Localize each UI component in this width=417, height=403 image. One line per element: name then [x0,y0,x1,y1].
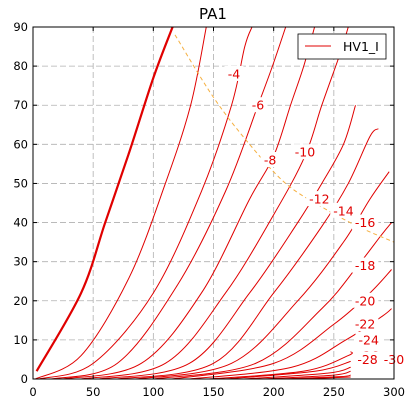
plate-curve-neg12 [99,105,356,379]
curve-label-bg [248,97,268,113]
y-tick-label: 20 [13,294,28,308]
legend-label: HV1_I [343,39,379,54]
curve-label-text: -28 [357,352,377,367]
curve-labels: -4-6-8-10-12-14-16-18-20-22-24-26-28-30 [224,65,408,367]
y-tick-label: 50 [13,176,28,190]
curve-label-text: -10 [295,145,315,160]
curve-label-text: -8 [264,152,277,167]
plate-curve-neg18 [153,222,392,379]
x-tick-label: 50 [86,385,101,399]
curve-label: -8 [260,151,280,167]
curve-label-bg [351,214,379,230]
curve-label: -20 [351,292,379,308]
curve-label-text: -20 [355,293,375,308]
plate-curve-neg20 [171,269,392,379]
load-line-layer [174,34,394,243]
load-line [174,34,394,243]
curve-label: -12 [306,191,333,207]
plate-curve-neg4 [38,27,253,379]
plate-curve-0 [35,27,174,372]
y-tick-label: 90 [13,20,28,34]
curve-label-bg [260,151,280,167]
plate-curve-neg28 [243,366,351,379]
curve-label: -14 [330,202,357,218]
curve-label-bg [291,144,319,160]
x-tick-label: 0 [29,385,36,399]
curve-label-bg [351,257,379,273]
plate-curve-neg32 [279,374,351,379]
curve-label-bg [224,65,244,81]
curve-label: -6 [248,97,268,113]
y-tick-label: 80 [13,59,28,73]
y-tick-label: 30 [13,255,28,269]
curve-label-bg [351,292,379,308]
curve-label: -28 [354,351,381,367]
plate-curve-neg2 [35,27,207,379]
x-tick-label: 150 [203,385,225,399]
curve-label: -16 [351,214,379,230]
curve-label: -24 [355,331,382,347]
plate-curve-neg24 [207,351,353,379]
curve-label: -4 [224,65,244,81]
axis-ticks: 0 50 100 150 200 250 300 0 10 20 30 40 50 60 70 80 90 [13,20,405,399]
plate-curve-neg8 [62,27,316,379]
y-tick-label: 0 [21,372,28,386]
plate-curve-neg26 [225,360,351,379]
plate-curve-neg6 [50,27,287,379]
curve-label-text: -24 [359,332,379,347]
curve-label-text: -14 [333,203,353,218]
x-tick-label: 250 [323,385,345,399]
curve-label-bg [306,191,333,207]
y-tick-label: 40 [13,216,28,230]
curve-label-text: -6 [252,98,265,113]
plate-curve-neg22 [189,308,392,379]
curve-label-text: -22 [355,317,375,332]
curve-label: -18 [351,257,379,273]
curve-label-bg [330,202,357,218]
y-tick-label: 70 [13,98,28,112]
x-tick-label: 200 [263,385,285,399]
curve-label-text: -12 [309,192,329,207]
y-tick-label: 60 [13,137,28,151]
curve-label: -22 [351,316,379,332]
plate-curve-neg14 [117,128,379,379]
plate-curves [35,27,392,379]
x-tick-label: 300 [383,385,405,399]
curve-label-text: -16 [355,215,375,230]
plate-curve-neg10 [81,27,349,379]
legend: HV1_I [297,33,387,60]
curve-label-bg [355,331,382,347]
curve-label-text: -18 [355,258,375,273]
curve-label-bg [351,316,379,332]
x-tick-label: 100 [142,385,164,399]
y-tick-label: 10 [13,333,28,347]
plate-curve-neg16 [135,171,390,379]
curve-label-bg [354,351,381,367]
curve-label-text: -4 [228,66,241,81]
chart-title: PA1 [199,5,227,23]
curve-label: -10 [291,144,319,160]
